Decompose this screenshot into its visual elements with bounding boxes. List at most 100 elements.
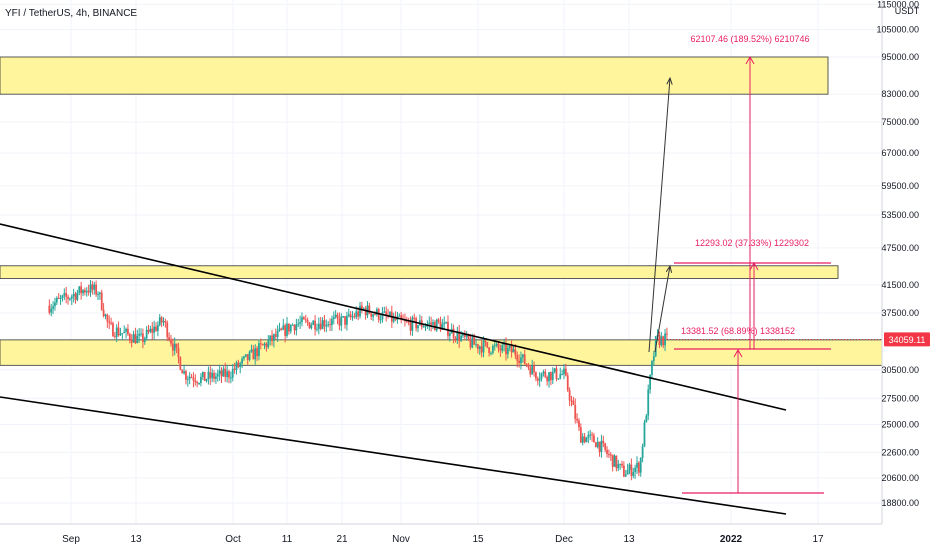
candle-body bbox=[61, 295, 64, 299]
candle-body bbox=[486, 341, 489, 348]
candle-body bbox=[198, 382, 200, 384]
price-tick-label: 115000.00 bbox=[877, 0, 919, 9]
candle-body bbox=[194, 380, 197, 383]
candle-body bbox=[477, 344, 479, 350]
candle-body bbox=[589, 434, 592, 436]
candle-body bbox=[93, 284, 96, 290]
candle-body bbox=[458, 331, 461, 341]
candle-body bbox=[65, 293, 68, 297]
candle-body bbox=[78, 286, 81, 293]
time-tick-label: 15 bbox=[472, 534, 484, 545]
candle-body bbox=[104, 314, 107, 317]
candle-body bbox=[153, 326, 156, 333]
candle-body bbox=[484, 340, 487, 342]
candle-body bbox=[632, 472, 635, 476]
candle-body bbox=[645, 415, 648, 423]
candle-body bbox=[475, 344, 477, 346]
candle-body bbox=[411, 317, 414, 331]
candle-body bbox=[239, 363, 242, 367]
candle-body bbox=[441, 324, 444, 330]
candle-body bbox=[579, 427, 582, 443]
candle-body bbox=[149, 328, 152, 332]
candle-body bbox=[432, 322, 434, 325]
candle-body bbox=[613, 455, 616, 467]
candle-body bbox=[332, 316, 335, 319]
candle-body bbox=[254, 348, 257, 360]
candle-body bbox=[130, 339, 133, 343]
candle-body bbox=[624, 474, 627, 477]
candle-body bbox=[186, 378, 189, 380]
candle-body bbox=[439, 321, 442, 330]
candle-body bbox=[302, 317, 305, 320]
price-tick-label: 22600.00 bbox=[881, 447, 919, 457]
candle-body bbox=[636, 462, 638, 468]
candle-body bbox=[177, 347, 180, 358]
candle-body bbox=[55, 297, 58, 303]
candle-body bbox=[63, 293, 66, 296]
candle-body bbox=[617, 464, 620, 469]
candle-body bbox=[548, 372, 550, 382]
candle-body bbox=[662, 336, 665, 346]
candle-body bbox=[621, 463, 623, 466]
candle-body bbox=[512, 349, 515, 353]
candle-body bbox=[445, 322, 447, 324]
candle-body bbox=[259, 343, 262, 345]
candle-body bbox=[480, 346, 483, 353]
candle-body bbox=[252, 349, 255, 360]
candle-body bbox=[482, 340, 485, 353]
candle-body bbox=[497, 343, 500, 349]
candle-body bbox=[370, 313, 373, 317]
time-tick-label: 13 bbox=[623, 534, 635, 545]
candle-body bbox=[321, 320, 324, 330]
candle-body bbox=[535, 372, 537, 379]
price-tick-label: 27500.00 bbox=[881, 393, 919, 403]
candle-body bbox=[521, 354, 524, 358]
candle-body bbox=[110, 322, 112, 324]
candle-body bbox=[108, 321, 111, 323]
candle-body bbox=[593, 435, 595, 443]
candle-body bbox=[469, 339, 472, 348]
candle-body bbox=[127, 328, 129, 335]
price-scale-bg bbox=[882, 0, 932, 550]
time-tick-label: Sep bbox=[62, 534, 80, 545]
candle-body bbox=[72, 293, 75, 297]
candle-body bbox=[336, 314, 339, 319]
candle-body bbox=[641, 446, 644, 459]
candle-body bbox=[353, 316, 356, 318]
candle-body bbox=[368, 305, 371, 314]
candle-body bbox=[85, 290, 88, 293]
candle-body bbox=[147, 329, 150, 332]
candle-body bbox=[83, 290, 86, 293]
price-tick-label: 105000.00 bbox=[876, 24, 919, 34]
candle-body bbox=[447, 322, 449, 336]
candle-body bbox=[666, 333, 668, 335]
candle-body bbox=[490, 352, 492, 354]
candle-body bbox=[430, 322, 433, 325]
candle-body bbox=[162, 321, 165, 323]
candle-body bbox=[544, 371, 547, 377]
candle-body bbox=[637, 462, 640, 473]
candle-body bbox=[304, 319, 307, 321]
time-tick-label: 11 bbox=[282, 534, 293, 545]
mid-zone bbox=[0, 265, 839, 279]
candle-body bbox=[222, 368, 225, 377]
candle-body bbox=[256, 348, 258, 357]
candle-body bbox=[503, 343, 506, 345]
time-tick-label: 2022 bbox=[720, 534, 743, 545]
candle-body bbox=[175, 343, 178, 348]
candle-body bbox=[536, 378, 539, 381]
candle-body bbox=[192, 377, 195, 381]
candle-body bbox=[158, 317, 161, 326]
candle-body bbox=[233, 368, 236, 370]
candle-body bbox=[244, 354, 247, 357]
candle-body bbox=[102, 309, 105, 317]
candle-body bbox=[50, 308, 53, 313]
candle-body bbox=[117, 327, 120, 336]
candle-body bbox=[155, 326, 157, 331]
candle-body bbox=[261, 344, 264, 346]
candle-body bbox=[171, 343, 174, 351]
candle-body bbox=[274, 334, 277, 337]
candle-body bbox=[250, 349, 253, 352]
price-tick-label: 37500.00 bbox=[881, 308, 919, 318]
